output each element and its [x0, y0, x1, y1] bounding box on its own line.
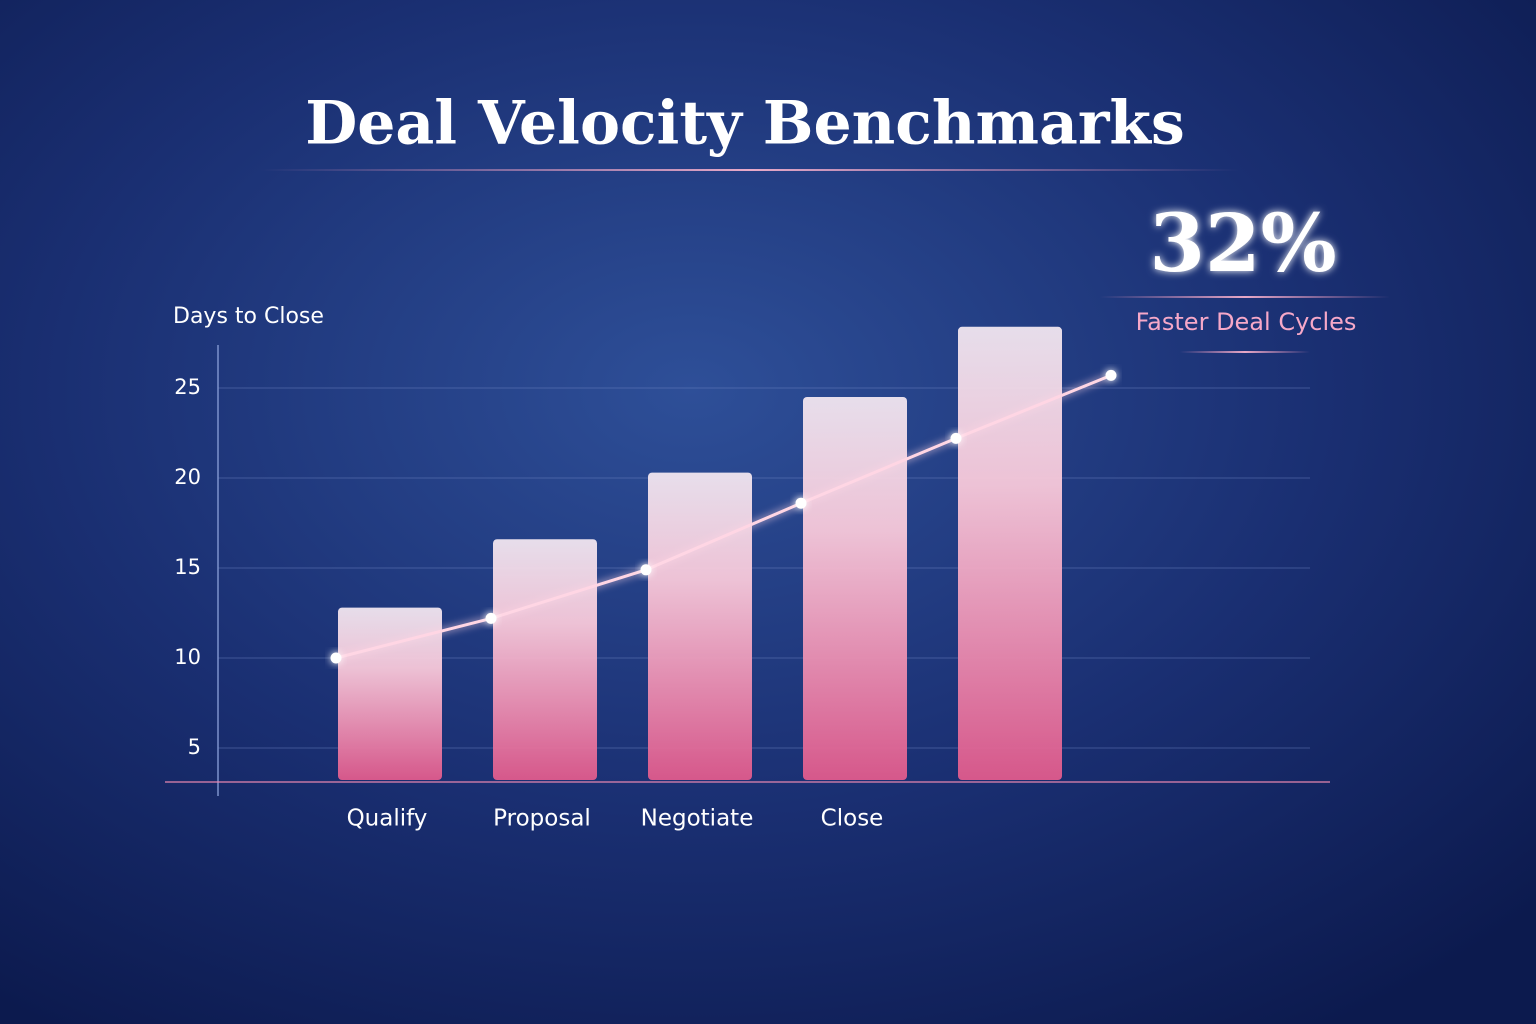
- callout-value: 32%: [1149, 196, 1336, 290]
- trend-line: [335, 374, 1112, 660]
- y-tick-label: 20: [174, 465, 201, 489]
- callout-rule: [1100, 296, 1390, 298]
- y-tick-label: 15: [174, 555, 201, 579]
- bar: [958, 326, 1062, 780]
- x-tick-label: Negotiate: [641, 806, 754, 832]
- trend-point: [950, 432, 962, 444]
- chart-title: Deal Velocity Benchmarks: [305, 89, 1185, 159]
- x-tick-label: Close: [821, 806, 884, 832]
- trend-point: [640, 564, 652, 576]
- trend-point: [795, 497, 807, 509]
- trend-point: [485, 612, 497, 624]
- bar: [648, 472, 752, 780]
- y-tick-label: 25: [174, 375, 201, 399]
- bar: [493, 539, 597, 780]
- x-tick-label: Qualify: [347, 806, 428, 832]
- bar: [803, 397, 907, 780]
- trend-point: [1105, 369, 1117, 381]
- callout-label: Faster Deal Cycles: [1136, 308, 1357, 336]
- y-axis-label: Days to Close: [173, 304, 324, 329]
- y-tick-label: 5: [188, 735, 201, 759]
- callout-rule: [1180, 351, 1310, 353]
- x-tick-label: Proposal: [493, 806, 591, 832]
- trend-point: [330, 652, 342, 664]
- y-tick-label: 10: [174, 645, 201, 669]
- title-rule: [260, 169, 1240, 171]
